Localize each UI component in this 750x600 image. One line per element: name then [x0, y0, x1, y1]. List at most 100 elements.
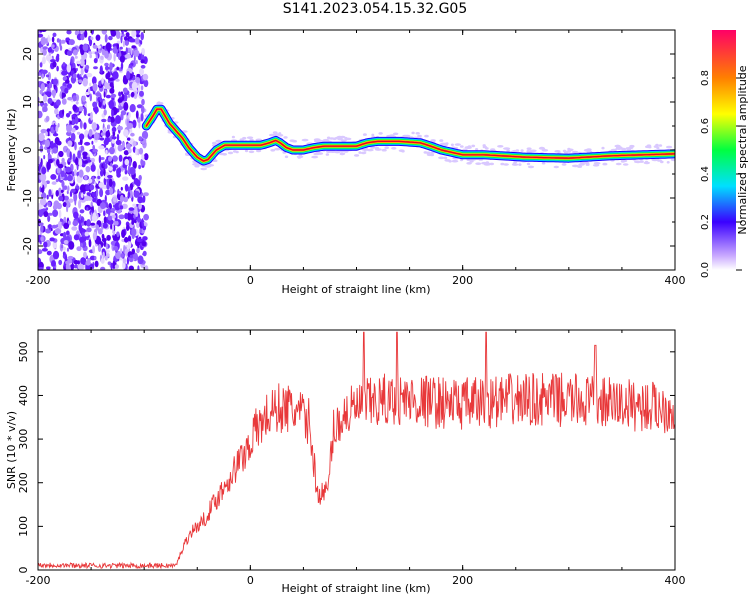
noise-speckle [126, 211, 132, 221]
ridge-halo [278, 132, 282, 135]
noise-speckle [91, 191, 97, 198]
ridge-halo [404, 134, 411, 138]
ridge-halo [269, 133, 276, 137]
noise-speckle [104, 137, 110, 144]
noise-speckle [121, 229, 126, 239]
noise-speckle [82, 160, 89, 164]
noise-speckle [116, 52, 119, 58]
noise-speckle [108, 166, 113, 172]
noise-speckle [86, 192, 92, 196]
noise-speckle [42, 48, 47, 56]
noise-speckle [38, 132, 45, 142]
noise-speckle [132, 140, 137, 147]
noise-speckle [118, 91, 122, 97]
ridge-halo [553, 165, 559, 169]
noise-speckle [63, 195, 69, 201]
noise-speckle [135, 51, 139, 57]
noise-speckle [141, 130, 149, 140]
ridge-halo [448, 160, 452, 163]
noise-speckle [98, 182, 105, 188]
noise-speckle [45, 91, 51, 96]
noise-speckle [77, 217, 83, 225]
ridge-halo [384, 146, 390, 149]
ridge-halo [289, 139, 296, 142]
ridge-halo [602, 162, 608, 166]
ridge-halo [424, 134, 429, 138]
ridge-halo [520, 149, 524, 152]
ridge-halo [571, 150, 579, 154]
noise-speckle [104, 62, 109, 67]
noise-speckle [128, 38, 136, 43]
noise-speckle [85, 260, 91, 266]
noise-speckle [109, 62, 113, 71]
noise-speckle [104, 81, 108, 90]
noise-speckle [129, 166, 136, 176]
spectrogram-panel: -200 0 200 400 -20 -10 0 10 20 Height of straig… [5, 29, 686, 296]
noise-speckle [51, 36, 55, 43]
noise-speckle [64, 185, 68, 190]
noise-speckle [94, 260, 99, 268]
noise-speckle [140, 158, 144, 166]
noise-speckle [135, 147, 138, 156]
noise-speckle [142, 194, 146, 203]
noise-speckle [71, 127, 76, 133]
noise-speckle [48, 159, 53, 164]
noise-speckle [76, 73, 80, 79]
colorbar-tick-label: 0.2 [700, 214, 711, 230]
snr-frame [37, 329, 676, 571]
ridge-halo [567, 147, 571, 151]
noise-speckle [47, 215, 51, 223]
ridge-halo [450, 143, 454, 147]
noise-speckle [131, 45, 136, 49]
noise-speckle [82, 95, 86, 102]
noise-speckle [58, 195, 64, 202]
noise-speckle [39, 144, 44, 153]
ridge-halo [339, 152, 346, 156]
noise-speckle [120, 110, 127, 116]
noise-speckle [109, 116, 115, 123]
noise-speckle [101, 233, 105, 239]
x-tick-label: 400 [665, 274, 686, 287]
noise-speckle [48, 224, 52, 230]
noise-speckle [54, 108, 59, 115]
noise-speckle [55, 178, 59, 183]
noise-speckle [124, 36, 128, 41]
noise-speckle [43, 102, 48, 108]
ridge-halo [475, 148, 479, 151]
noise-speckle [43, 155, 46, 160]
noise-speckle [105, 94, 111, 99]
noise-speckle [114, 213, 118, 222]
noise-speckle [72, 95, 77, 102]
ridge-halo [401, 149, 405, 153]
noise-speckle [58, 259, 63, 266]
noise-speckle [67, 96, 73, 101]
noise-speckle [84, 130, 89, 138]
noise-speckle [54, 228, 62, 235]
noise-speckle [97, 244, 102, 252]
noise-speckle [87, 87, 91, 94]
colorbar-tick-label: 0.0 [700, 262, 711, 278]
noise-speckle [117, 144, 124, 152]
noise-speckle [99, 65, 103, 74]
ridge-halo [466, 162, 472, 165]
noise-speckle [79, 236, 86, 243]
colorbar-tick-label: 0.4 [700, 166, 711, 182]
noise-speckle [113, 53, 116, 62]
noise-speckle [38, 110, 43, 119]
ridge-halo [666, 161, 670, 164]
noise-speckle [112, 155, 118, 162]
ridge-halo [215, 139, 222, 143]
ridge-halo [475, 162, 482, 165]
noise-speckle [73, 234, 80, 241]
noise-speckle [112, 196, 117, 203]
noise-speckle [133, 219, 137, 224]
noise-speckle [46, 250, 52, 256]
noise-speckle [103, 216, 107, 225]
noise-speckle [122, 87, 128, 93]
noise-speckle [100, 266, 106, 270]
noise-speckle [102, 251, 105, 259]
noise-speckle [38, 72, 41, 76]
noise-speckle [143, 192, 149, 197]
noise-speckle [142, 250, 147, 257]
noise-speckle [122, 197, 129, 201]
